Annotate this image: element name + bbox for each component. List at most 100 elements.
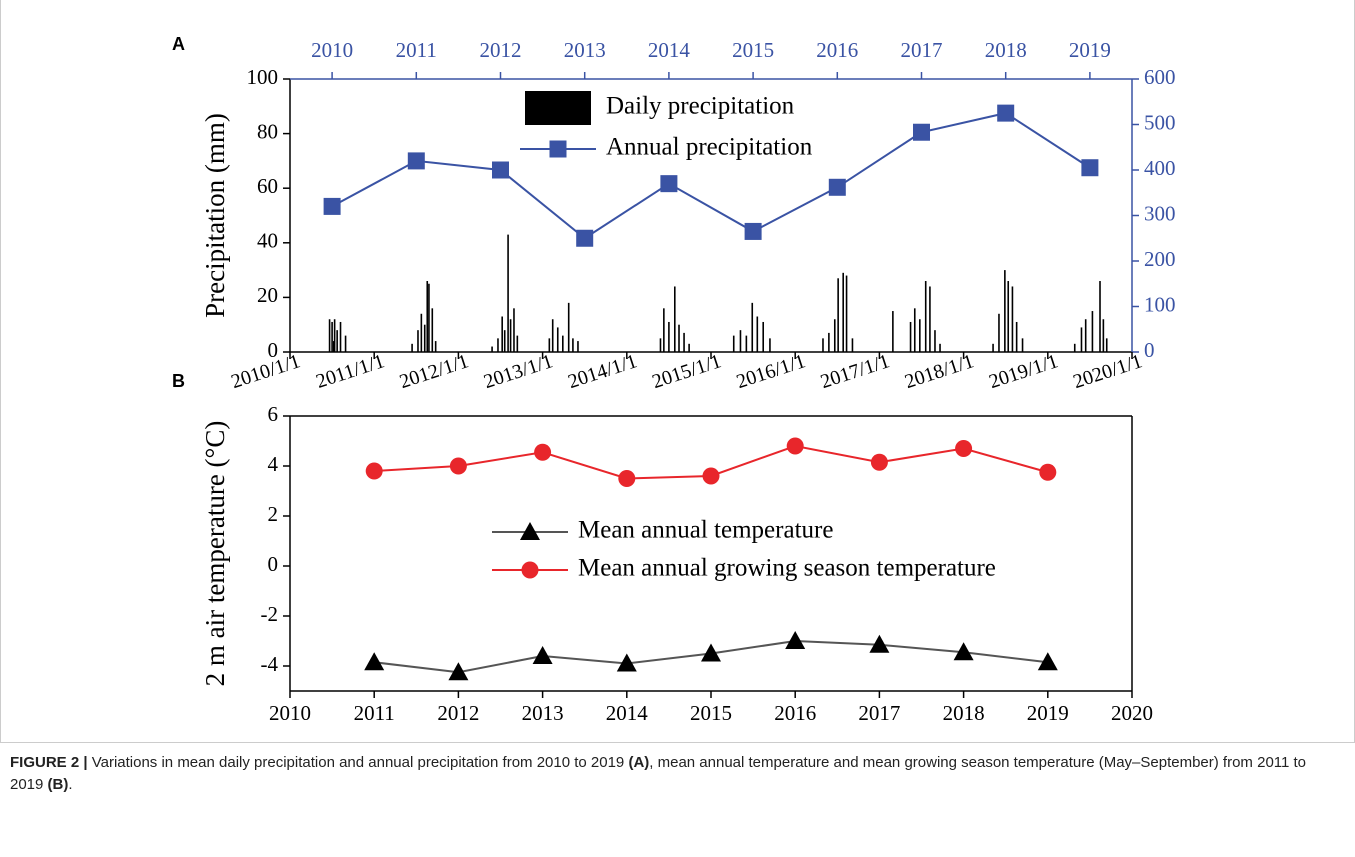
bar: [769, 338, 771, 352]
legend-label: Daily precipitation: [606, 93, 795, 120]
marker: [532, 646, 553, 664]
marker: [534, 443, 552, 461]
y2-tick-label: 100: [1144, 292, 1176, 316]
marker: [616, 653, 637, 672]
marker: [364, 652, 385, 671]
panel-label: A: [172, 34, 185, 54]
panel-label: B: [172, 371, 185, 391]
bar: [328, 319, 331, 352]
bar: [1015, 321, 1018, 352]
marker: [913, 123, 930, 141]
x2-tick-label: 2013: [564, 38, 606, 62]
x-tick-label: 2018: [943, 701, 985, 725]
bar: [577, 341, 579, 352]
bar: [1073, 343, 1076, 352]
marker: [323, 197, 341, 215]
y-axis-label: 2 m air temperature (°C): [200, 421, 230, 687]
bar: [513, 308, 515, 352]
marker: [828, 178, 846, 196]
caption-text: , mean annual temperature and mean growi…: [10, 754, 1307, 793]
y-tick-label: 80: [257, 119, 278, 143]
series-line: [331, 112, 1091, 240]
y-tick-label: 100: [247, 65, 279, 89]
y-tick-label: 40: [257, 229, 278, 253]
marker: [786, 437, 804, 455]
marker: [701, 643, 721, 662]
bar: [924, 281, 927, 352]
x2-tick-label: 2010: [311, 38, 353, 62]
bar: [668, 321, 670, 352]
x-tick-label: 2019/1/1: [986, 350, 1060, 393]
bar: [1102, 319, 1105, 352]
y-tick-label: 0: [268, 552, 279, 576]
bar: [1091, 311, 1094, 352]
x-tick-label: 2020/1/1: [1071, 350, 1145, 393]
bar: [851, 338, 854, 352]
bar: [1084, 319, 1087, 352]
marker: [955, 440, 973, 457]
bar: [822, 338, 824, 352]
y-tick-label: -4: [261, 652, 279, 676]
bar: [431, 308, 434, 352]
x-tick-label: 2016: [774, 701, 816, 725]
x2-tick-label: 2011: [396, 38, 437, 62]
bar: [1011, 286, 1014, 352]
marker: [1081, 159, 1099, 177]
legend-marker: [520, 522, 540, 540]
bar: [929, 286, 931, 352]
bar: [939, 343, 941, 352]
marker: [365, 462, 383, 480]
y-tick-label: 4: [268, 452, 279, 476]
legend-label: Annual precipitation: [606, 134, 813, 161]
marker: [1037, 652, 1058, 671]
marker: [660, 175, 678, 193]
bar: [828, 332, 830, 352]
x-tick-label: 2015: [690, 701, 732, 725]
y2-tick-label: 300: [1144, 201, 1176, 225]
bar: [833, 319, 836, 352]
legend-swatch: [525, 91, 591, 125]
bar: [339, 321, 342, 352]
marker: [407, 152, 425, 170]
bar: [556, 327, 559, 352]
caption: FIGURE 2 | Variations in mean daily prec…: [10, 752, 1340, 796]
bar: [332, 341, 335, 352]
marker: [997, 104, 1015, 122]
bar: [739, 330, 742, 352]
bar: [1007, 281, 1010, 352]
bar: [1105, 338, 1108, 352]
bar: [913, 308, 916, 352]
bar: [934, 330, 936, 352]
marker: [869, 634, 890, 653]
bar: [336, 330, 338, 352]
bar: [331, 321, 333, 352]
marker: [449, 457, 467, 475]
x-tick-label: 2017/1/1: [818, 350, 892, 393]
bar: [497, 338, 499, 352]
x-tick-label: 2011/1/1: [313, 350, 387, 393]
y2-tick-label: 400: [1144, 156, 1176, 180]
caption-ref: (B): [47, 776, 69, 793]
bar: [842, 272, 844, 352]
bar: [732, 335, 735, 352]
caption-text: .: [68, 776, 73, 793]
x-tick-label: 2019: [1027, 701, 1069, 725]
bar: [837, 278, 839, 352]
bar: [548, 338, 551, 352]
x-tick-label: 2018/1/1: [902, 350, 976, 393]
bar: [678, 324, 680, 352]
bar: [562, 335, 564, 352]
bar: [683, 332, 685, 352]
bar: [673, 286, 676, 352]
bar: [762, 321, 765, 352]
bar: [426, 281, 429, 352]
marker: [785, 631, 806, 649]
marker: [492, 161, 509, 179]
caption-ref: (A): [628, 754, 650, 771]
marker: [1039, 463, 1057, 481]
bar: [423, 324, 426, 352]
marker: [618, 470, 636, 487]
marker: [702, 467, 720, 485]
bar: [659, 338, 662, 352]
